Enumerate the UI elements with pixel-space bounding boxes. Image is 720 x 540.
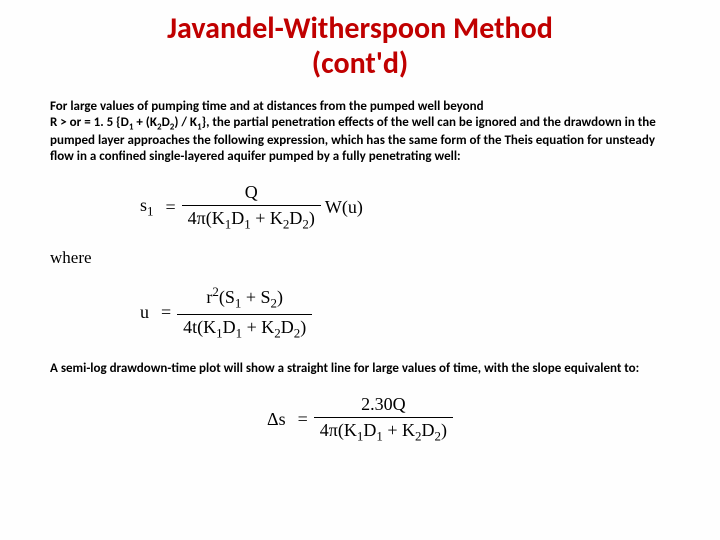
eq1-row: s1 = Q 4π(K1D1 + K2D2) W(u) (140, 182, 363, 233)
para1-mid1: + (K (133, 115, 157, 130)
eq2-fraction: r2(S1 + S2) 4t(K1D1 + K2D2) (177, 284, 312, 341)
paragraph-2: A semi-log drawdown-time plot will show … (50, 361, 670, 377)
para1-mid2: D (162, 115, 170, 130)
equation-2: u = r2(S1 + S2) 4t(K1D1 + K2D2) (50, 278, 670, 347)
para1-line1: For large values of pumping time and at … (50, 99, 484, 114)
eq1-lhs: s1 (140, 195, 160, 220)
eq2-numerator: r2(S1 + S2) (200, 284, 289, 314)
eq3-numerator: 2.30Q (355, 394, 412, 417)
equals-sign-3: = (292, 409, 314, 430)
title-line-1: Javandel-Witherspoon Method (167, 10, 553, 47)
eq3-denominator: 4π(K1D1 + K2D2) (314, 417, 453, 445)
eq1-denominator: 4π(K1D1 + K2D2) (182, 205, 321, 233)
para1-mid3: ) / K (174, 115, 197, 130)
eq2-denominator: 4t(K1D1 + K2D2) (177, 314, 312, 342)
eq3-lhs: Δs (267, 409, 292, 430)
equals-sign-2: = (155, 302, 177, 323)
para1-r-prefix: R > or = 1. 5 {D (50, 115, 129, 130)
eq1-fraction: Q 4π(K1D1 + K2D2) (182, 182, 321, 233)
equation-3: Δs = 2.30Q 4π(K1D1 + K2D2) (50, 388, 670, 451)
eq2-row: u = r2(S1 + S2) 4t(K1D1 + K2D2) (140, 284, 312, 341)
equation-1: s1 = Q 4π(K1D1 + K2D2) W(u) (50, 176, 670, 239)
slide-title: Javandel-Witherspoon Method (cont'd) (50, 12, 670, 81)
paragraph-1: For large values of pumping time and at … (50, 99, 670, 166)
eq1-numerator: Q (239, 182, 264, 205)
eq2-lhs: u (140, 302, 155, 323)
eq3-fraction: 2.30Q 4π(K1D1 + K2D2) (314, 394, 453, 445)
equals-sign: = (160, 197, 182, 218)
eq1-tail: W(u) (321, 197, 363, 218)
eq3-row: Δs = 2.30Q 4π(K1D1 + K2D2) (267, 394, 453, 445)
title-line-2: (cont'd) (312, 45, 409, 82)
where-label: where (50, 248, 670, 268)
